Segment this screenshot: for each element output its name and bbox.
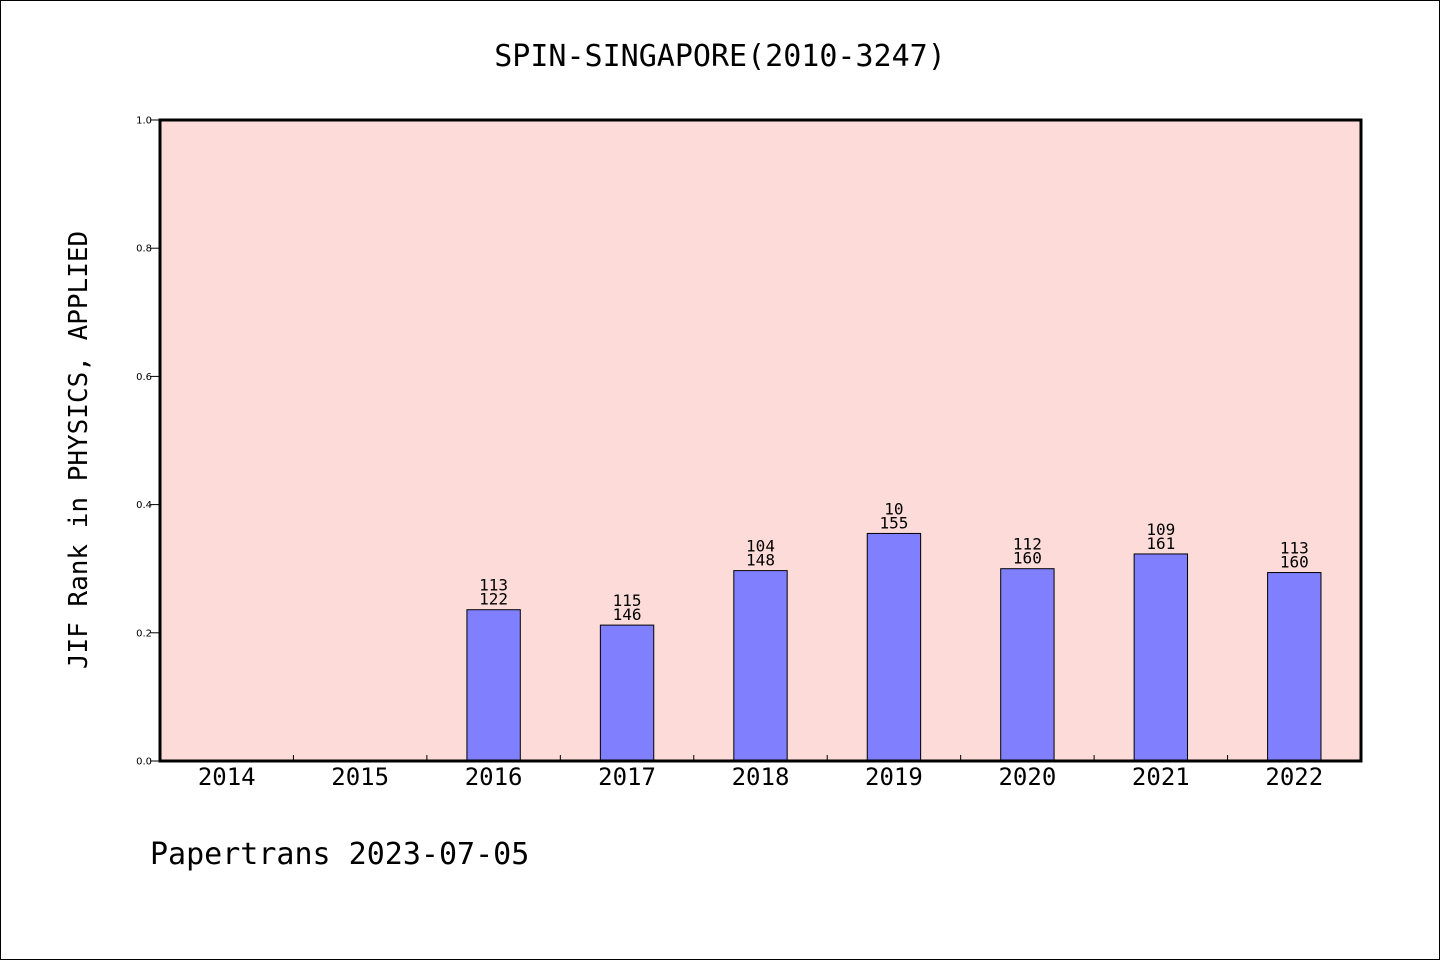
y-tick-label: 0.4 [136,500,152,511]
bar-total-label: 160 [1280,553,1309,572]
bar-2020 [1000,568,1055,762]
x-tick-label: 2021 [1132,763,1190,791]
bar-total-label: 148 [746,551,775,570]
bar-rank-label: 104 [746,537,775,556]
bar-rank-label: 109 [1146,520,1175,539]
x-tick-label: 2022 [1265,763,1323,791]
y-tick-label: 0.0 [136,757,152,768]
bar-2017 [599,624,655,762]
y-axis-ticks: 0.0 0.2 0.4 0.6 0.8 1.0 [136,116,160,768]
x-tick-label: 2019 [865,763,923,791]
bar-2018 [733,570,788,762]
y-tick-label: 0.8 [136,244,152,255]
y-tick-label: 0.6 [136,372,152,383]
plot-border [158,118,1363,763]
x-axis-ticks: 2014 2015 2016 2017 2018 2019 2020 2021 2022 [198,755,1323,791]
bar-rank-label: 113 [479,576,508,595]
x-tick-label: 2014 [198,763,256,791]
bar-2016 [466,609,521,762]
footer-credit: Papertrans 2023-07-05 [150,837,529,872]
x-tick-label: 2018 [732,763,790,791]
bar-total-label: 161 [1146,534,1175,553]
bar-2021 [1133,553,1189,762]
bar-rank-label: 115 [613,591,642,610]
y-tick-label: 1.0 [136,116,152,127]
bar-total-label: 146 [613,605,642,624]
bar-rank-label: 10 [884,499,903,518]
bar-rank-label: 113 [1280,539,1309,558]
bar-total-label: 160 [1013,549,1042,568]
bar-2022 [1267,572,1322,762]
bar-2019 [866,532,922,762]
chart-title: SPIN-SINGAPORE(2010-3247) [494,39,946,74]
x-tick-label: 2020 [998,763,1056,791]
bar-total-label: 122 [479,590,508,609]
x-tick-label: 2017 [598,763,656,791]
y-axis-label: JIF Rank in PHYSICS, APPLIED [64,231,94,669]
bar-series [466,532,1322,762]
bar-total-label: 155 [879,513,908,532]
y-tick-label: 0.2 [136,628,152,639]
x-tick-label: 2015 [331,763,389,791]
x-tick-label: 2016 [465,763,523,791]
bar-rank-label: 112 [1013,535,1042,554]
